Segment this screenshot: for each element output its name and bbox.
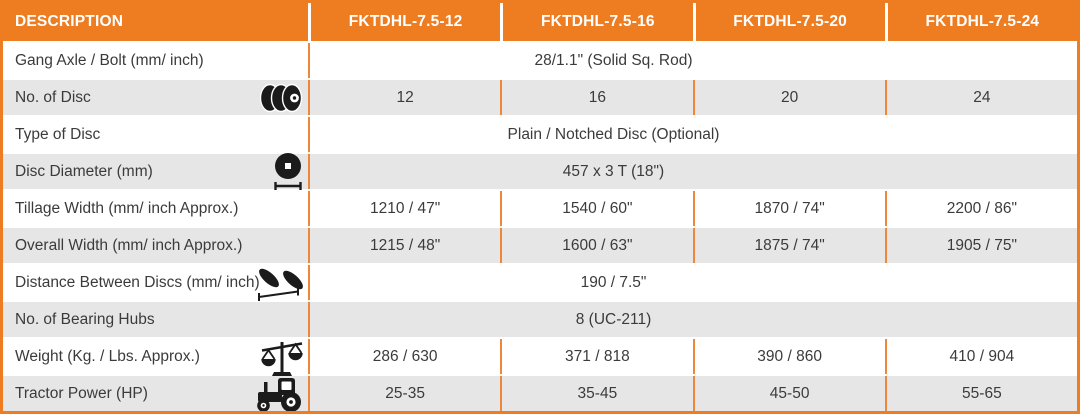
cell-value: 35-45 xyxy=(500,376,692,411)
table-row: Weight (Kg. / Lbs. Approx.) 286 / 630 37… xyxy=(3,337,1077,377)
cell-value: 16 xyxy=(500,80,692,115)
table-row: Disc Diameter (mm) 457 x 3 T (18") xyxy=(3,152,1077,192)
row-span-value: 8 (UC-211) xyxy=(308,302,1077,337)
cell-value: 20 xyxy=(692,80,885,115)
row-span-value: 28/1.1" (Solid Sq. Rod) xyxy=(308,43,1077,78)
header-cell-model-3: FKTDHL-7.5-20 xyxy=(692,3,885,41)
table-row: Overall Width (mm/ inch Approx.) 1215 / … xyxy=(3,226,1077,263)
row-span-value: Plain / Notched Disc (Optional) xyxy=(308,117,1077,152)
cell-value: 1210 / 47" xyxy=(308,191,500,226)
cell-value: 1600 / 63" xyxy=(500,228,692,263)
cell-value: 1870 / 74" xyxy=(692,191,885,226)
row-label: No. of Bearing Hubs xyxy=(15,310,155,328)
row-label: No. of Disc xyxy=(15,88,91,106)
row-label: Tractor Power (HP) xyxy=(15,384,148,402)
header-cell-model-4: FKTDHL-7.5-24 xyxy=(884,3,1077,41)
cell-value: 410 / 904 xyxy=(884,339,1077,374)
cell-value: 286 / 630 xyxy=(308,339,500,374)
cell-value: 390 / 860 xyxy=(692,339,885,374)
table-row: Type of Disc Plain / Notched Disc (Optio… xyxy=(3,115,1077,152)
disc-distance-icon xyxy=(253,264,305,302)
cell-value: 1540 / 60" xyxy=(500,191,692,226)
row-label: Tillage Width (mm/ inch Approx.) xyxy=(15,199,239,217)
row-label: Disc Diameter (mm) xyxy=(15,162,153,180)
row-label: Type of Disc xyxy=(15,125,101,143)
disc-gang-icon xyxy=(259,83,305,113)
cell-value: 371 / 818 xyxy=(500,339,692,374)
table-row: Distance Between Discs (mm/ inch) 190 / … xyxy=(3,263,1077,302)
table-header-row: DESCRIPTION FKTDHL-7.5-12 FKTDHL-7.5-16 … xyxy=(3,3,1077,41)
row-span-value: 190 / 7.5" xyxy=(308,265,1077,300)
row-span-value: 457 x 3 T (18") xyxy=(308,154,1077,189)
cell-value: 55-65 xyxy=(884,376,1077,411)
header-cell-description: DESCRIPTION xyxy=(15,13,124,30)
cell-value: 12 xyxy=(308,80,500,115)
cell-value: 2200 / 86" xyxy=(884,191,1077,226)
disc-diameter-icon xyxy=(271,152,305,192)
cell-value: 24 xyxy=(884,80,1077,115)
table-row: No. of Bearing Hubs 8 (UC-211) xyxy=(3,300,1077,337)
cell-value: 25-35 xyxy=(308,376,500,411)
cell-value: 1905 / 75" xyxy=(884,228,1077,263)
table-row: Tillage Width (mm/ inch Approx.) 1210 / … xyxy=(3,189,1077,226)
cell-value: 1215 / 48" xyxy=(308,228,500,263)
cell-value: 1875 / 74" xyxy=(692,228,885,263)
table-row: Gang Axle / Bolt (mm/ inch) 28/1.1" (Sol… xyxy=(3,41,1077,78)
row-label: Distance Between Discs (mm/ inch) xyxy=(15,273,260,291)
header-cell-model-2: FKTDHL-7.5-16 xyxy=(500,3,692,41)
table-row: Tractor Power (HP) 25-35 35-45 45-50 xyxy=(3,374,1077,411)
table-row: No. of Disc 12 16 20 24 xyxy=(3,78,1077,115)
row-label: Weight (Kg. / Lbs. Approx.) xyxy=(15,347,200,365)
row-label: Overall Width (mm/ inch Approx.) xyxy=(15,236,243,254)
header-cell-model-1: FKTDHL-7.5-12 xyxy=(308,3,500,41)
scale-icon xyxy=(259,337,305,377)
tractor-icon xyxy=(255,374,305,411)
cell-value: 45-50 xyxy=(692,376,885,411)
row-label: Gang Axle / Bolt (mm/ inch) xyxy=(15,51,204,69)
